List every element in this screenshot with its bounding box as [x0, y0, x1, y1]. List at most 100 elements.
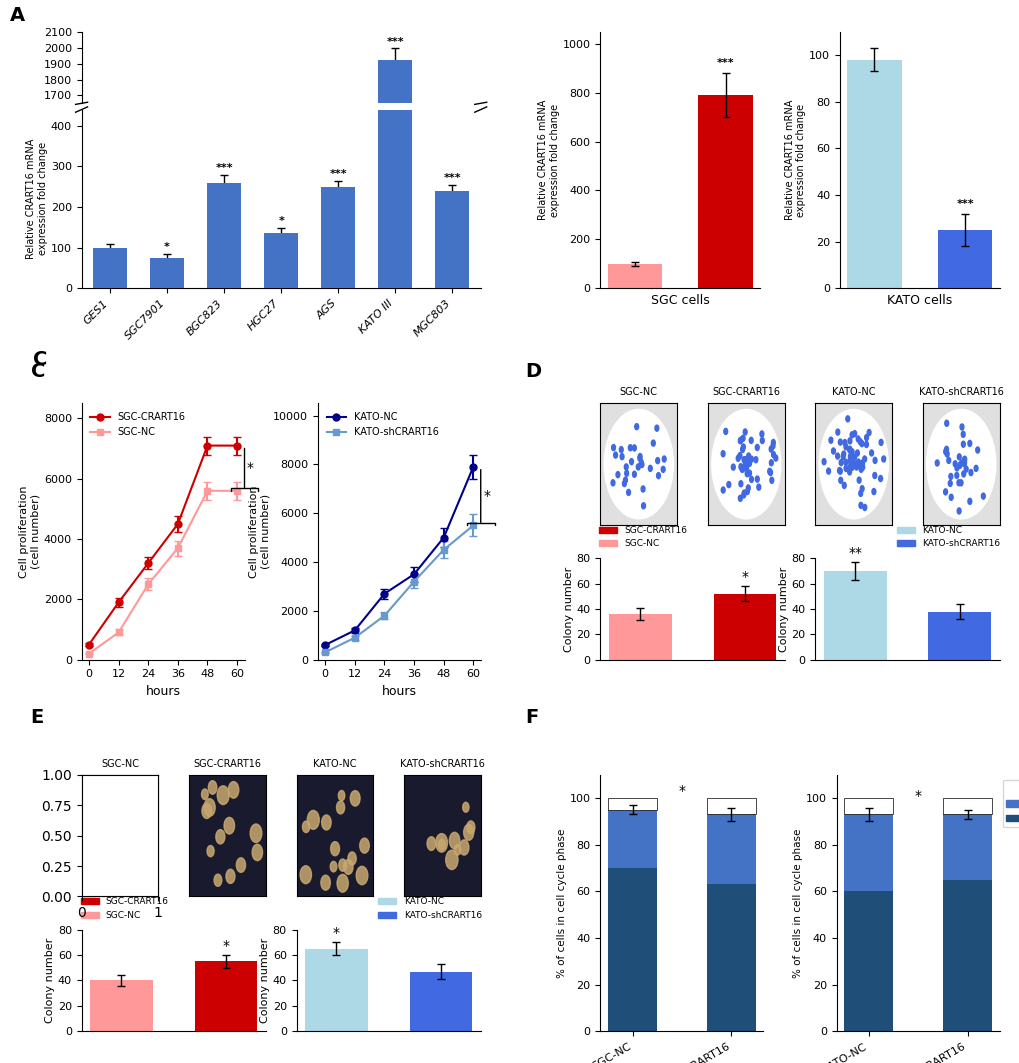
- Y-axis label: Relative CRART16 mRNA
expression fold change: Relative CRART16 mRNA expression fold ch…: [538, 100, 559, 220]
- Circle shape: [843, 443, 847, 450]
- Circle shape: [838, 439, 842, 445]
- Circle shape: [347, 851, 356, 865]
- Circle shape: [360, 838, 369, 854]
- Circle shape: [973, 466, 977, 471]
- Circle shape: [740, 446, 744, 453]
- Circle shape: [838, 468, 842, 474]
- Circle shape: [749, 437, 752, 443]
- Circle shape: [961, 471, 965, 477]
- Text: ***: ***: [956, 199, 973, 209]
- Circle shape: [743, 457, 747, 462]
- Bar: [264, 343, 298, 366]
- Text: *: *: [914, 789, 921, 803]
- Circle shape: [818, 409, 888, 519]
- Circle shape: [739, 437, 742, 443]
- Text: *: *: [164, 242, 170, 252]
- Bar: [150, 257, 184, 288]
- Circle shape: [629, 458, 633, 465]
- Legend: KATO-NC, KATO-shCRART16: KATO-NC, KATO-shCRART16: [893, 522, 1004, 552]
- Circle shape: [741, 466, 744, 472]
- Circle shape: [961, 441, 964, 448]
- Circle shape: [723, 428, 727, 435]
- Circle shape: [356, 866, 368, 884]
- Bar: [410, 972, 472, 1031]
- Circle shape: [639, 459, 643, 466]
- Circle shape: [628, 444, 632, 451]
- Text: ***: ***: [386, 37, 404, 47]
- Circle shape: [427, 837, 435, 850]
- Circle shape: [742, 490, 746, 496]
- Y-axis label: Colony number: Colony number: [260, 938, 270, 1023]
- Circle shape: [959, 424, 963, 431]
- Circle shape: [250, 824, 262, 843]
- Circle shape: [968, 470, 972, 475]
- Circle shape: [975, 448, 978, 453]
- Circle shape: [852, 431, 856, 437]
- Bar: [435, 190, 469, 288]
- Circle shape: [850, 465, 853, 470]
- Circle shape: [954, 465, 958, 471]
- Bar: [321, 187, 355, 288]
- Circle shape: [841, 451, 845, 457]
- Circle shape: [720, 451, 725, 457]
- Bar: [207, 324, 242, 366]
- Circle shape: [962, 456, 966, 462]
- Bar: [607, 264, 661, 288]
- Circle shape: [956, 479, 960, 486]
- Circle shape: [622, 480, 626, 487]
- Circle shape: [943, 449, 947, 455]
- Circle shape: [877, 475, 881, 482]
- Bar: [607, 798, 656, 810]
- Circle shape: [464, 824, 473, 840]
- Bar: [378, 61, 412, 366]
- Bar: [93, 248, 127, 288]
- Circle shape: [957, 454, 960, 460]
- Bar: [195, 962, 257, 1031]
- Circle shape: [845, 416, 849, 422]
- Title: SGC-CRART16: SGC-CRART16: [194, 759, 261, 769]
- Circle shape: [634, 424, 638, 429]
- Circle shape: [738, 453, 741, 459]
- Circle shape: [830, 448, 835, 454]
- Circle shape: [871, 489, 875, 494]
- Circle shape: [336, 875, 347, 892]
- Circle shape: [850, 461, 854, 467]
- Title: KATO-NC: KATO-NC: [832, 387, 874, 398]
- Title: SGC-NC: SGC-NC: [620, 387, 657, 398]
- Circle shape: [141, 857, 150, 871]
- Circle shape: [743, 462, 746, 469]
- Y-axis label: % of cells in cell cycle phase: % of cells in cell cycle phase: [793, 828, 802, 978]
- Circle shape: [864, 441, 867, 448]
- Circle shape: [862, 505, 866, 510]
- Circle shape: [114, 809, 125, 827]
- Bar: [942, 814, 991, 880]
- Legend: KATO-NC, KATO-shCRART16: KATO-NC, KATO-shCRART16: [322, 408, 442, 441]
- Circle shape: [746, 455, 750, 461]
- X-axis label: hours: hours: [146, 685, 180, 698]
- Circle shape: [731, 465, 735, 470]
- Circle shape: [741, 444, 745, 450]
- Circle shape: [858, 467, 862, 472]
- Bar: [435, 327, 469, 366]
- Circle shape: [90, 802, 98, 815]
- Circle shape: [720, 487, 725, 493]
- Circle shape: [453, 845, 461, 855]
- Circle shape: [862, 456, 866, 462]
- Circle shape: [738, 480, 742, 487]
- Circle shape: [744, 465, 748, 471]
- Circle shape: [109, 872, 116, 884]
- Circle shape: [143, 855, 152, 870]
- Circle shape: [854, 463, 858, 470]
- Bar: [844, 892, 893, 1031]
- Text: *: *: [278, 217, 284, 226]
- Circle shape: [858, 503, 862, 508]
- Circle shape: [949, 494, 952, 501]
- Circle shape: [727, 482, 730, 488]
- Circle shape: [962, 460, 965, 467]
- Circle shape: [771, 452, 774, 458]
- Circle shape: [847, 438, 851, 444]
- Circle shape: [825, 468, 829, 474]
- Bar: [93, 350, 127, 366]
- Circle shape: [655, 457, 659, 463]
- Text: *: *: [332, 926, 339, 940]
